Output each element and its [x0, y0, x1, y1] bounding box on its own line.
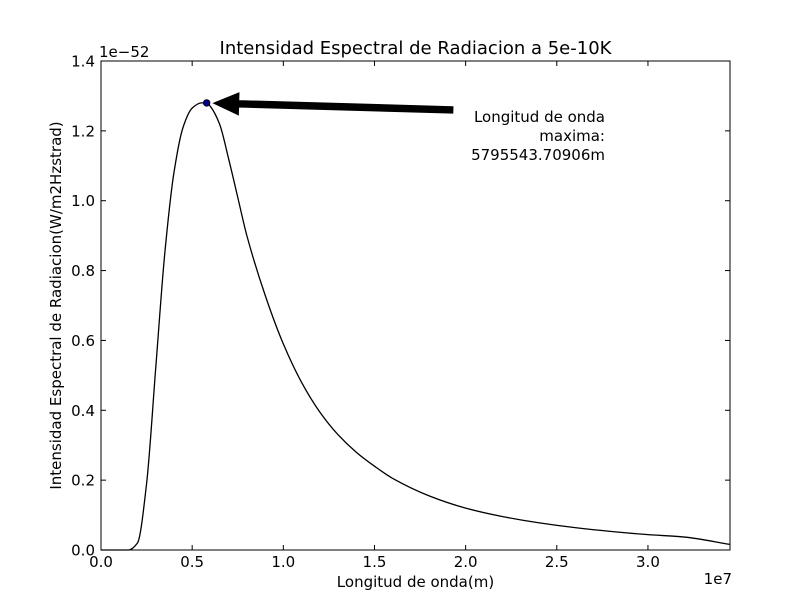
peak-marker	[202, 99, 211, 107]
x-scale-label: 1e7	[704, 570, 732, 588]
x-tick-label-1: 0.5	[180, 553, 204, 571]
x-tick-label-2: 1.0	[271, 553, 295, 571]
x-axis-label: Longitud de onda(m)	[337, 573, 494, 591]
x-tick-label-6: 3.0	[636, 553, 660, 571]
annotation-arrow	[212, 92, 454, 116]
series-layer	[100, 102, 731, 551]
y-tick-label-6: 1.2	[71, 122, 95, 140]
series-line-0	[100, 102, 731, 551]
y-tick-label-2: 0.4	[71, 402, 95, 420]
y-tick-label-0: 0.0	[71, 542, 95, 560]
y-tick-label-1: 0.2	[71, 472, 95, 490]
tick-layer: 0.0 0.5 1.0 1.5 2.0 2.5 3.0 0.0 0.2 0.4 0.6 0.8 1.0 1…	[71, 53, 730, 571]
x-tick-label-0: 0.0	[89, 553, 113, 571]
y-tick-label-4: 0.8	[71, 262, 95, 280]
annotation-line-0: Longitud de onda	[474, 108, 605, 126]
plot-frame	[100, 60, 731, 551]
y-tick-label-5: 1.0	[71, 192, 95, 210]
y-axis-label: Intensidad Espectral de Radiacion(W/m2Hz…	[47, 121, 65, 489]
annotation-line-1: maxima:	[539, 127, 605, 145]
annotation-line-2: 5795543.70906m	[471, 146, 605, 164]
x-tick-label-5: 2.5	[545, 553, 569, 571]
y-scale-label: 1e−52	[99, 43, 149, 61]
y-tick-label-7: 1.4	[71, 53, 95, 71]
x-tick-label-4: 2.0	[454, 553, 478, 571]
y-tick-label-3: 0.6	[71, 332, 95, 350]
x-tick-label-3: 1.5	[363, 553, 387, 571]
chart-title: Intensidad Espectral de Radiacion a 5e-1…	[220, 38, 613, 59]
